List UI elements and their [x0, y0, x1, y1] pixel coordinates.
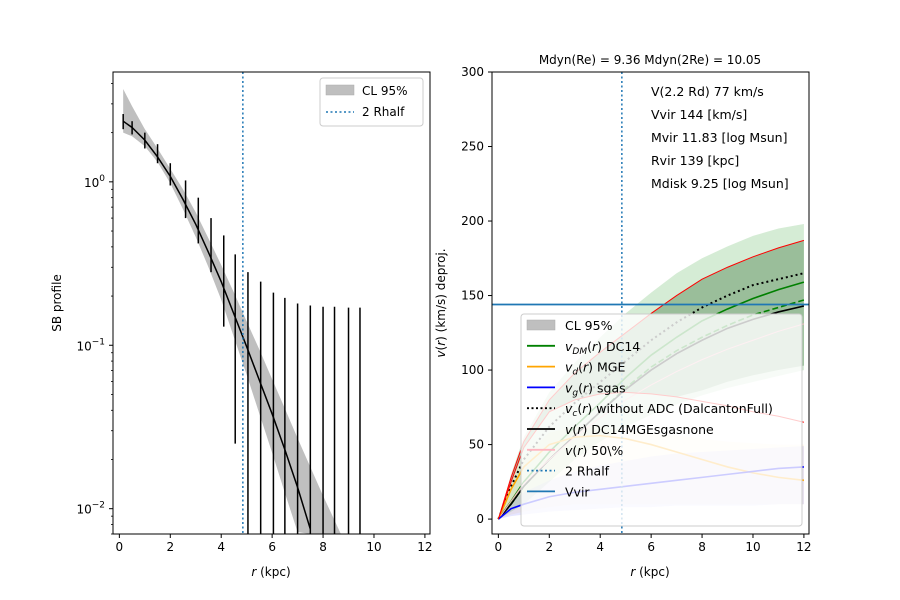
right-xticks: 0 2 4 6 8 10 12 [495, 534, 812, 554]
xtick-label: 12 [796, 540, 811, 554]
xtick-label: 10 [366, 540, 381, 554]
annotation-text: Vvir 144 [km/s] [651, 107, 747, 122]
ytick-label: 200 [461, 214, 484, 228]
legend-label: vg(r) sgas [565, 380, 626, 398]
right-title: Mdyn(Re) = 9.36 Mdyn(2Re) = 10.05 [539, 53, 761, 67]
xtick-label: 0 [116, 540, 124, 554]
xtick-label: 10 [745, 540, 760, 554]
ytick-label: 0 [476, 512, 484, 526]
left-xlabel: r (kpc) [251, 565, 290, 579]
left-errorbars [122, 114, 361, 534]
ytick-label: 10−2 [76, 501, 105, 517]
xtick-label: 6 [647, 540, 655, 554]
xtick-label: 8 [698, 540, 706, 554]
cl95-band [123, 88, 341, 534]
ytick-label: 250 [461, 140, 484, 154]
right-axes-frame [491, 71, 810, 535]
legend-label: 2 Rhalf [565, 464, 610, 479]
xtick-label: 12 [417, 540, 432, 554]
right-legend: CL 95% vDM(r) DC14 vd(r) MGE vg(r) sgas vc(r… [520, 313, 803, 527]
left-yticks: 100 10−1 10−2 [76, 83, 113, 535]
left-axes-frame [112, 71, 431, 535]
ytick-label: 100 [461, 363, 484, 377]
left-legend: CL 95% 2 Rhalf [319, 77, 424, 127]
ytick-label: 300 [461, 65, 484, 79]
legend-patch [526, 319, 556, 331]
annotation-text: Mvir 11.83 [log Msun] [651, 130, 787, 145]
annotation-text: Rvir 139 [kpc] [651, 153, 739, 168]
legend-label: CL 95% [565, 318, 613, 333]
xtick-label: 0 [495, 540, 503, 554]
annotation-text: Mdisk 9.25 [log Msun] [651, 176, 789, 191]
right-xlabel: r (kpc) [630, 565, 669, 579]
xtick-label: 6 [268, 540, 276, 554]
left-cl-band [123, 88, 341, 534]
right-ylabel: v(r) (km/s) deproj. [434, 248, 448, 357]
legend-label: vc(r) without ADC (DalcantonFull) [565, 401, 773, 419]
left-model-line [122, 120, 312, 530]
xtick-label: 4 [596, 540, 604, 554]
left-ylabel: SB profile [50, 274, 64, 332]
right-yticks: 0 50 100 150 200 250 300 [461, 65, 492, 526]
legend-label: vd(r) MGE [565, 360, 625, 378]
ytick-label: 100 [84, 174, 105, 190]
legend-label: v(r) DC14MGEsgasnone [565, 422, 714, 437]
left-xticks: 0 2 4 6 8 10 12 [116, 534, 433, 554]
xtick-label: 8 [319, 540, 327, 554]
right-panel: Mdyn(Re) = 9.36 Mdyn(2Re) = 10.05 0 2 4 6 8 1… [434, 53, 812, 579]
legend-patch-cl95 [325, 84, 355, 96]
xtick-label: 2 [545, 540, 553, 554]
legend-label-cl95: CL 95% [362, 84, 408, 98]
ytick-label: 10−1 [76, 337, 105, 353]
legend-label-2rhalf: 2 Rhalf [362, 105, 405, 119]
ytick-label: 50 [469, 438, 484, 452]
legend-label: v(r) 50\% [565, 443, 623, 458]
right-annotations: V(2.2 Rd) 77 km/s Vvir 144 [km/s] Mvir 11.… [651, 84, 789, 191]
legend-label: vDM(r) DC14 [565, 339, 640, 357]
legend-label: Vvir [565, 484, 590, 499]
annotation-text: V(2.2 Rd) 77 km/s [651, 84, 764, 99]
ytick-label: 150 [461, 289, 484, 303]
xtick-label: 4 [217, 540, 225, 554]
left-panel: 0 2 4 6 8 10 12 100 10−1 10−2 r (kpc) SB profile… [50, 71, 433, 579]
xtick-label: 2 [166, 540, 174, 554]
